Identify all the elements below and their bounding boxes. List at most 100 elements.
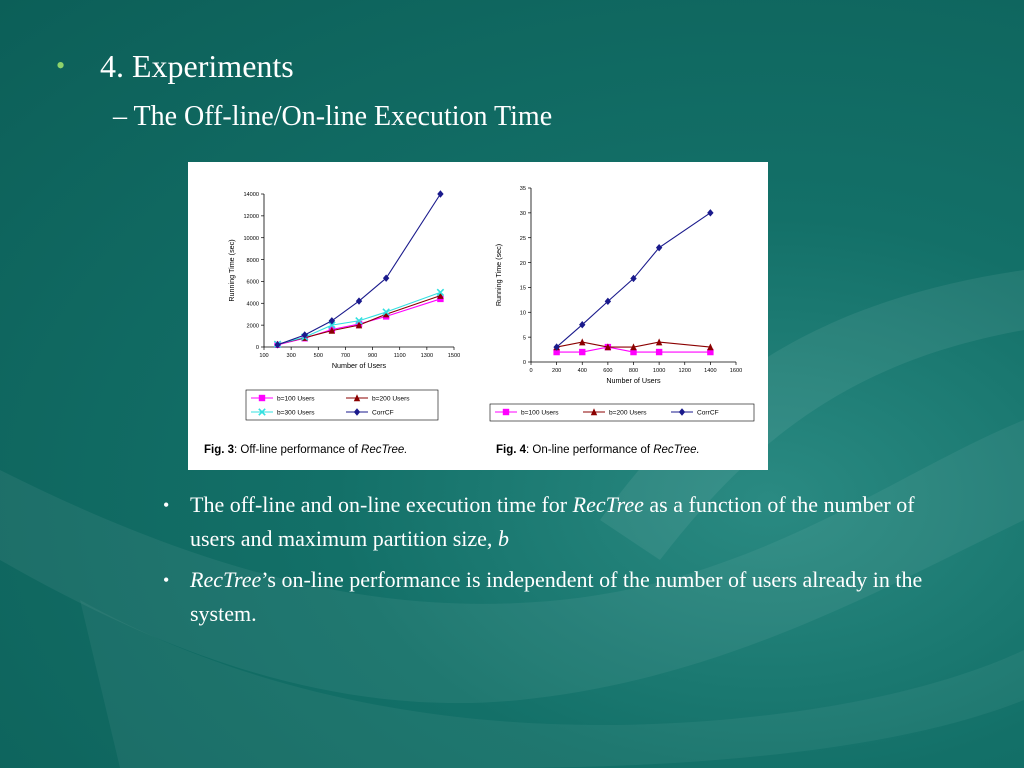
y-axis-label: Running Time (sec) — [494, 244, 503, 306]
legend-label: b=100 Users — [521, 409, 559, 416]
bullet-dot-icon: • — [163, 495, 170, 515]
data-point — [604, 297, 612, 306]
legend-marker — [258, 408, 266, 416]
data-point — [707, 343, 714, 351]
legend-marker — [678, 408, 686, 416]
data-point — [382, 310, 390, 318]
x-axis-label: Number of Users — [332, 361, 387, 370]
data-point — [437, 295, 444, 303]
bullet-dot-icon: • — [163, 570, 170, 590]
data-point — [355, 317, 363, 325]
x-tick-label: 300 — [286, 353, 295, 359]
slide-heading: 4. Experiments — [100, 48, 294, 84]
legend-marker — [353, 408, 361, 416]
data-point — [328, 321, 336, 329]
x-tick-label: 0 — [529, 368, 532, 374]
data-point — [707, 209, 714, 217]
data-point — [630, 274, 637, 283]
x-tick-label: 900 — [368, 353, 377, 359]
y-tick-label: 30 — [520, 211, 526, 217]
slide-subheading: – The Off-line/On-line Execution Time — [113, 100, 552, 134]
data-point-stroke-b — [328, 321, 336, 329]
data-point — [355, 297, 363, 305]
chart-online: 0 5 10 15 20 25 30 35 0 200 400 600 800 1000 1200 1400 1… — [489, 186, 755, 456]
data-point-stroke-b — [436, 288, 445, 297]
x-tick-label: 100 — [259, 353, 268, 359]
figure-caption: Fig. 3: Off-line performance of RecTree. — [204, 444, 407, 456]
data-point — [437, 190, 444, 198]
series-line — [556, 212, 711, 348]
x-tick-label: 1400 — [704, 368, 716, 374]
y-tick-label: 12000 — [243, 214, 259, 220]
y-tick-label: 0 — [256, 345, 259, 351]
figure-caption: Fig. 4: On-line performance of RecTree. — [496, 444, 700, 456]
legend-marker — [258, 394, 266, 402]
data-point — [553, 343, 560, 351]
x-tick-label: 1000 — [653, 368, 665, 374]
caption-text: : On-line performance of — [526, 444, 653, 456]
y-tick-label: 20 — [520, 261, 526, 267]
data-point — [655, 348, 663, 356]
data-point — [630, 348, 637, 356]
data-point — [630, 343, 637, 351]
x-tick-label: 600 — [603, 368, 612, 374]
data-point — [579, 338, 586, 346]
bullet-list: • The off-line and on-line execution tim… — [163, 488, 963, 638]
legend-marker-stroke-b — [258, 408, 266, 416]
data-point-stroke-b — [382, 308, 390, 316]
x-tick-label: 1600 — [730, 368, 742, 374]
legend-marker — [590, 408, 598, 416]
series-line — [556, 346, 711, 353]
subheading-text: The Off-line/On-line Execution Time — [133, 101, 553, 132]
y-tick-label: 6000 — [247, 280, 259, 286]
x-tick-label: 1500 — [448, 353, 460, 359]
legend-marker — [502, 408, 510, 416]
caption-text: : Off-line performance of — [234, 444, 361, 456]
legend-marker — [353, 394, 361, 402]
y-tick-label: 5 — [523, 335, 526, 341]
caption-em: RecTree. — [653, 444, 699, 456]
legend-label: b=200 Users — [372, 395, 410, 402]
data-point — [707, 348, 714, 356]
series-line — [277, 193, 441, 346]
figure-panel: 0 2000 4000 6000 8000 10000 12000 14000 100 300 50… — [188, 162, 768, 470]
caption-label: Fig. 4 — [496, 444, 527, 456]
legend-label: CorrCF — [372, 409, 394, 416]
bullet-item-1: • The off-line and on-line execution tim… — [163, 488, 963, 556]
y-tick-label: 14000 — [243, 192, 259, 198]
data-point — [328, 326, 336, 334]
x-tick-label: 500 — [314, 353, 323, 359]
x-tick-label: 800 — [629, 368, 638, 374]
dash-icon: – — [113, 101, 127, 132]
legend-box — [489, 403, 755, 422]
series-line — [556, 341, 711, 348]
data-point — [553, 348, 560, 356]
y-tick-label: 2000 — [247, 323, 259, 329]
x-tick-label: 400 — [578, 368, 587, 374]
data-point-stroke-b — [355, 317, 363, 325]
x-axis-label: Number of Users — [606, 376, 661, 385]
y-tick-label: 10 — [520, 310, 526, 316]
y-axis-label: Running Time (sec) — [227, 239, 236, 301]
y-tick-label: 15 — [520, 286, 526, 292]
data-point — [604, 343, 612, 351]
caption-label: Fig. 3 — [204, 444, 234, 456]
chart-offline: 0 2000 4000 6000 8000 10000 12000 14000 100 300 50… — [204, 190, 460, 456]
bullet-item-2: • RecTree’s on-line performance is indep… — [163, 563, 963, 631]
y-tick-label: 8000 — [247, 258, 259, 264]
data-point — [382, 308, 390, 316]
y-tick-label: 35 — [520, 186, 526, 192]
data-point — [355, 321, 363, 329]
caption-em: RecTree. — [361, 444, 407, 456]
y-tick-label: 4000 — [247, 301, 259, 307]
legend-label: b=100 Users — [277, 395, 315, 402]
data-point — [274, 341, 281, 349]
data-point — [579, 348, 586, 356]
data-point — [579, 321, 586, 329]
data-point — [436, 288, 445, 297]
legend-box — [245, 389, 439, 421]
bullet-dot-icon: • — [56, 51, 66, 80]
data-point — [655, 338, 663, 346]
